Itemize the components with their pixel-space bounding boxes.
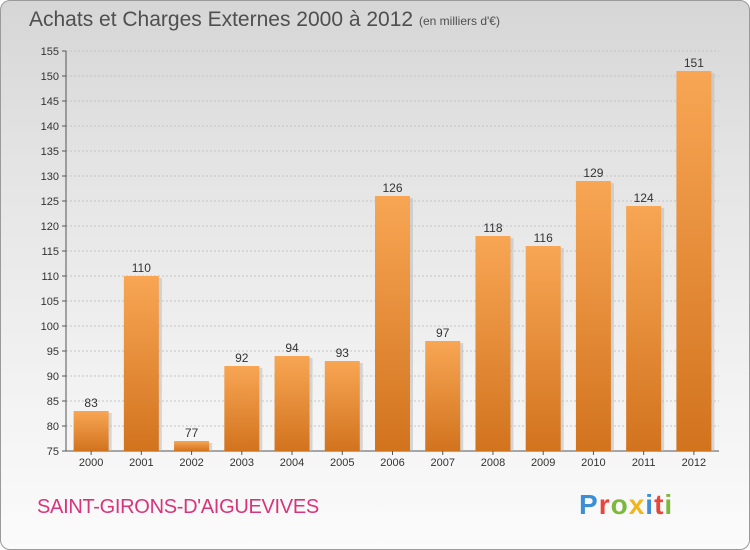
data-label-2011: 124 [634,191,654,205]
y-tick-label: 90 [47,371,59,383]
y-tick-label: 155 [41,46,59,58]
bar-2004 [274,356,310,451]
data-label-2000: 83 [84,396,98,410]
x-tick-label-2001: 2001 [129,457,153,469]
bar-2002 [174,441,210,451]
x-tick-label-2003: 2003 [230,457,254,469]
data-label-2010: 129 [583,166,603,180]
bar-2010 [575,181,611,451]
logo-letter: P [579,489,599,520]
x-tick-label-2004: 2004 [280,457,304,469]
logo-letter: t [654,489,665,520]
y-tick-label: 80 [47,421,59,433]
chart-unit-label: (en milliers d'€) [419,14,500,28]
y-tick-label: 135 [41,146,59,158]
data-label-2008: 118 [483,221,502,235]
y-tick-label: 130 [41,171,59,183]
x-tick-label-2008: 2008 [481,457,505,469]
bar-2012 [676,71,712,451]
y-tick-label: 75 [47,446,59,458]
x-tick-label-2005: 2005 [330,457,354,469]
bar-2009 [525,246,561,451]
bar-2005 [324,361,360,451]
chart-title: Achats et Charges Externes 2000 à 2012 [29,8,414,31]
x-tick-label-2011: 2011 [632,457,656,469]
logo-letter: i [664,489,674,520]
y-tick-label: 145 [41,96,59,108]
x-tick-label-2000: 2000 [79,457,103,469]
y-tick-label: 110 [41,271,59,283]
data-label-2003: 92 [235,351,249,365]
x-tick-label-2010: 2010 [581,457,605,469]
y-tick-label: 120 [41,221,59,233]
bar-2000 [73,411,109,451]
data-label-2012: 151 [684,56,704,70]
bar-2011 [626,206,662,451]
logo-letter: i [645,489,655,520]
bar-2003 [224,366,260,451]
data-label-2006: 126 [382,181,402,195]
bar-2007 [425,341,461,451]
bar-2001 [123,276,159,451]
x-tick-label-2007: 2007 [430,457,454,469]
proxiti-logo: Proxiti [579,489,673,521]
x-tick-label-2012: 2012 [682,457,706,469]
data-label-2004: 94 [285,341,299,355]
y-tick-label: 85 [47,396,59,408]
x-tick-label-2009: 2009 [531,457,555,469]
logo-letter: x [628,489,646,520]
data-label-2007: 97 [436,326,450,340]
x-tick-label-2006: 2006 [380,457,404,469]
y-tick-label: 95 [47,346,59,358]
data-label-2001: 110 [132,261,151,275]
y-tick-label: 105 [41,296,59,308]
y-tick-label: 140 [41,121,59,133]
data-label-2005: 93 [336,346,350,360]
data-label-2002: 77 [185,426,199,440]
bar-2008 [475,236,511,451]
bar-2006 [375,196,410,451]
logo-letter: o [610,489,629,520]
x-tick-label-2002: 2002 [179,457,203,469]
logo-letter: r [598,489,611,520]
y-tick-label: 125 [41,196,59,208]
data-label-2009: 116 [534,231,553,245]
commune-name: SAINT-GIRONS-D'AIGUEVIVES [37,496,319,518]
y-tick-label: 150 [41,71,59,83]
y-tick-label: 115 [41,246,59,258]
y-tick-label: 100 [41,321,59,333]
